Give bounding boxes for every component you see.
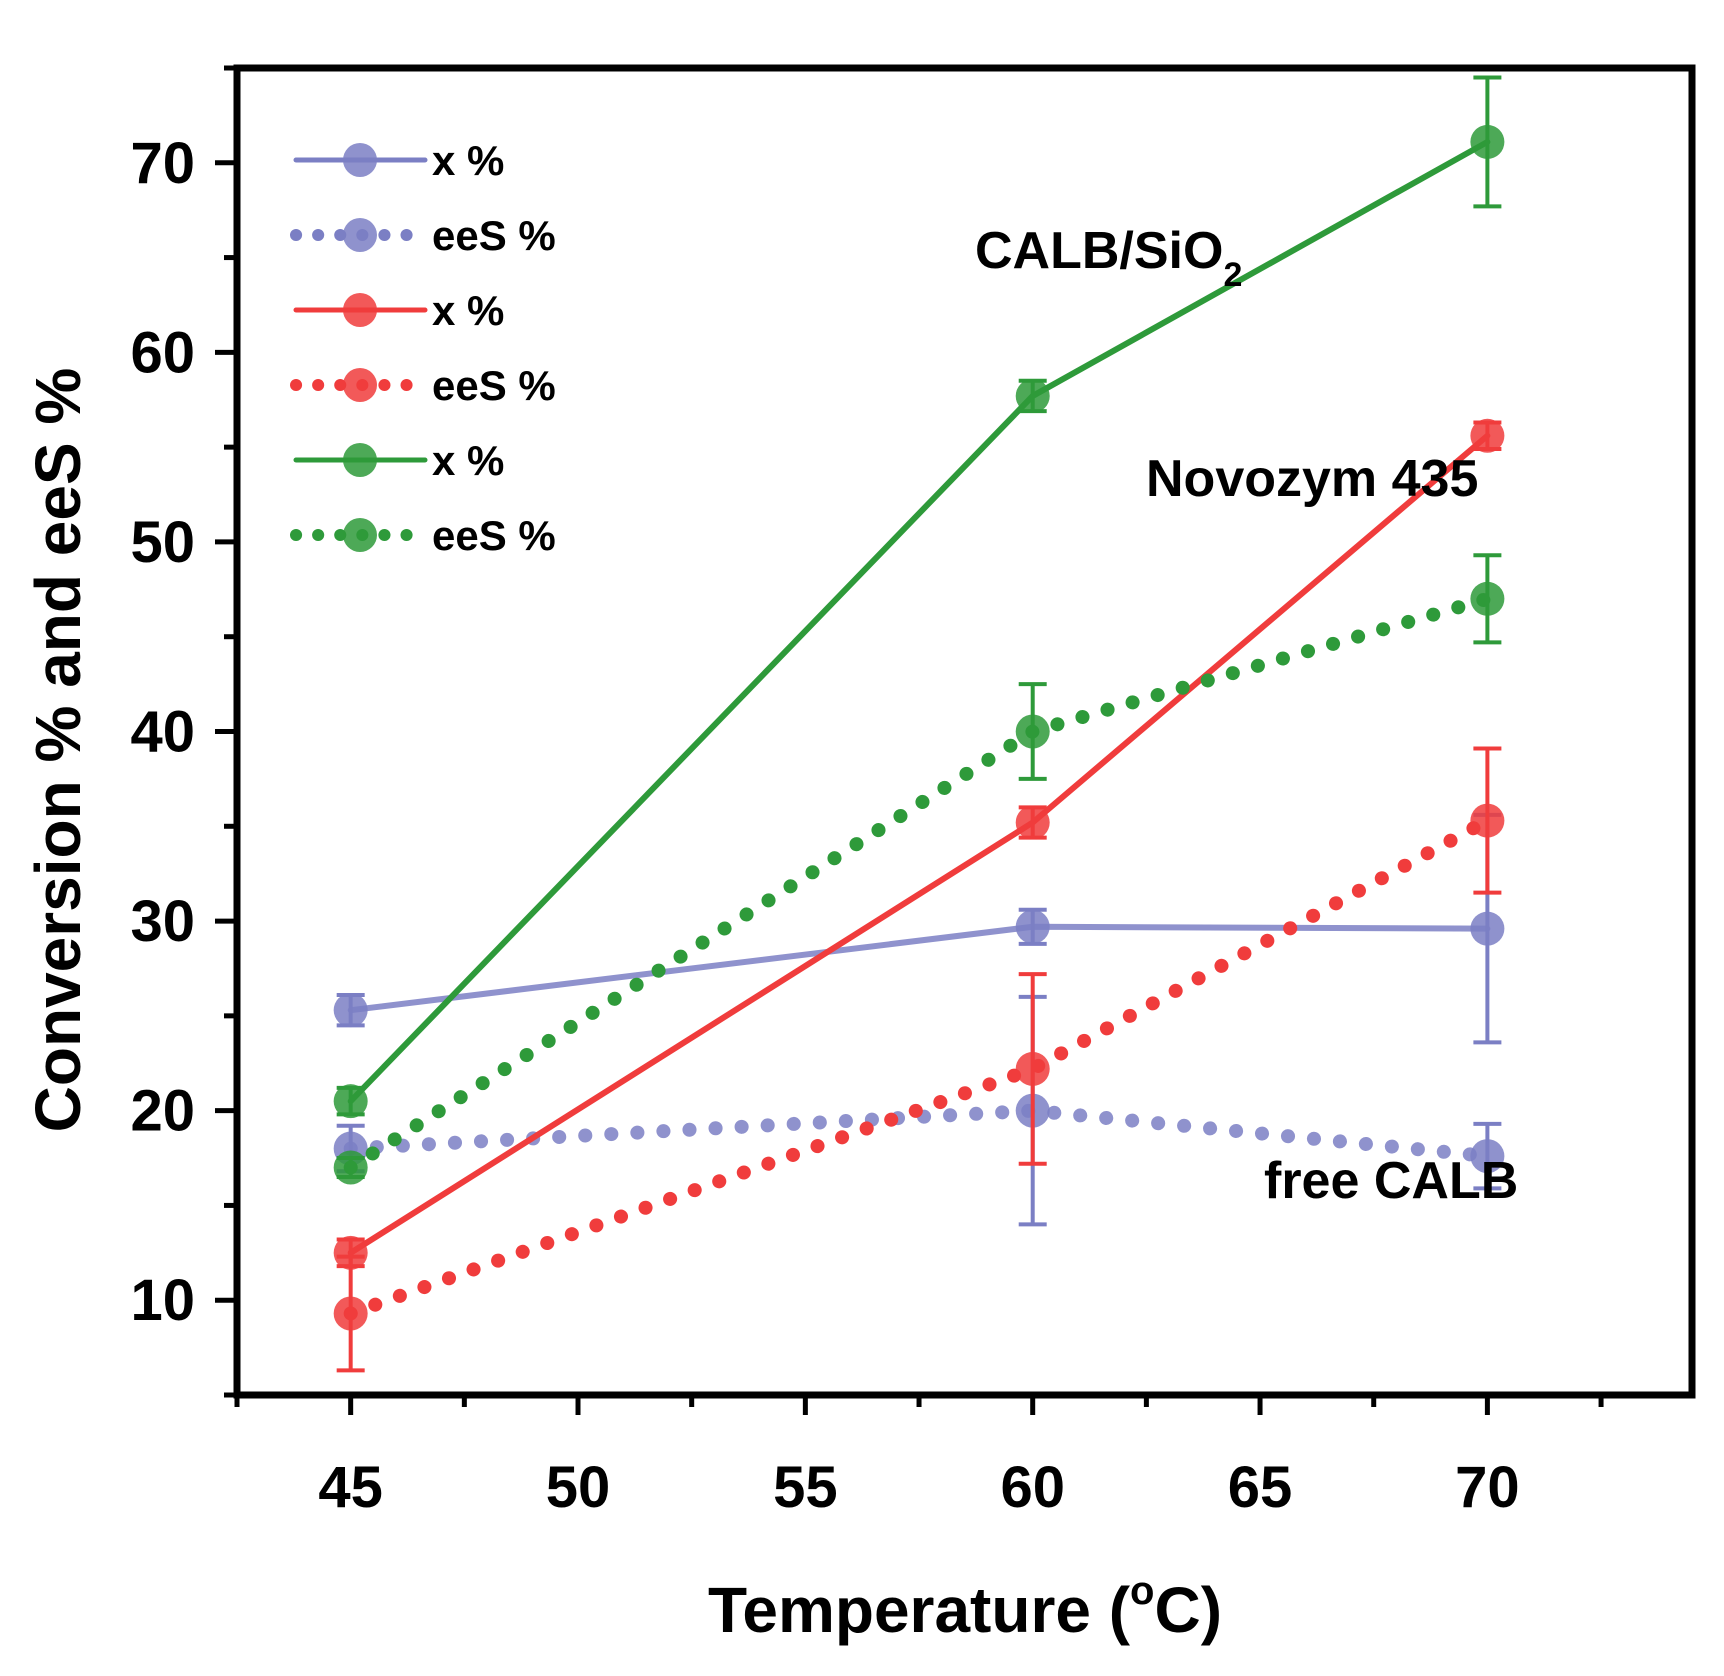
legend-marker bbox=[343, 368, 377, 402]
series-layer bbox=[333, 75, 1505, 1373]
annotation-calb-sio2-text: CALB/SiO bbox=[975, 222, 1223, 280]
y-tick-label: 10 bbox=[130, 1268, 195, 1333]
data-point bbox=[1015, 909, 1050, 944]
x-axis-title-unit: C) bbox=[1154, 1574, 1222, 1646]
legend-label: x % bbox=[432, 287, 504, 334]
data-point bbox=[1470, 1139, 1505, 1174]
legend-label: eeS % bbox=[432, 362, 556, 409]
x-axis-title: Temperature (oC) bbox=[708, 1569, 1222, 1646]
x-tick-label: 45 bbox=[318, 1455, 383, 1520]
legend-marker bbox=[343, 143, 377, 177]
legend-item: x % bbox=[293, 137, 504, 184]
series-line bbox=[347, 138, 1491, 1105]
data-point bbox=[1470, 803, 1505, 838]
axis-ticks: 45 50 55 60 65 70 10 20 30 40 50 60 70 bbox=[130, 65, 1604, 1520]
data-point bbox=[1470, 581, 1505, 616]
annotation-free-calb: free CALB bbox=[1264, 1152, 1518, 1210]
y-tick-label: 40 bbox=[130, 700, 195, 765]
legend-item: eeS % bbox=[290, 212, 556, 259]
annotation-calb-sio2-subscript: 2 bbox=[1223, 256, 1242, 294]
legend-marker bbox=[343, 293, 377, 327]
legend-marker bbox=[343, 218, 377, 252]
y-tick-label: 20 bbox=[130, 1079, 195, 1144]
x-tick-label: 50 bbox=[546, 1455, 611, 1520]
legend-label: x % bbox=[432, 137, 504, 184]
series-line bbox=[343, 1103, 1495, 1164]
y-axis-title: Conversion % and eeS % bbox=[22, 368, 94, 1133]
series-0 bbox=[333, 812, 1505, 1045]
data-point bbox=[333, 1235, 368, 1270]
y-tick-label: 70 bbox=[130, 131, 195, 196]
data-point bbox=[1470, 418, 1505, 453]
x-tick-label: 70 bbox=[1455, 1455, 1520, 1520]
series-4 bbox=[333, 75, 1505, 1119]
data-point bbox=[1015, 378, 1050, 413]
legend-marker bbox=[343, 518, 377, 552]
data-point bbox=[1015, 1051, 1050, 1086]
x-axis-title-superscript: o bbox=[1130, 1569, 1154, 1613]
data-point bbox=[333, 1084, 368, 1119]
data-point bbox=[1015, 805, 1050, 840]
x-tick-label: 65 bbox=[1228, 1455, 1293, 1520]
annotation-novozym: Novozym 435 bbox=[1146, 450, 1478, 508]
data-point bbox=[333, 993, 368, 1028]
series-line bbox=[347, 923, 1491, 1014]
plot-frame bbox=[233, 64, 1696, 1399]
legend: x % eeS % x % eeS % x % eeS % bbox=[290, 137, 556, 559]
x-tick-label: 55 bbox=[773, 1455, 838, 1520]
series-line bbox=[343, 591, 1495, 1175]
x-tick-label: 60 bbox=[1000, 1455, 1065, 1520]
y-tick-label: 50 bbox=[130, 510, 195, 575]
y-tick-label: 30 bbox=[130, 889, 195, 954]
series-5 bbox=[333, 553, 1505, 1185]
legend-item: x % bbox=[293, 437, 504, 484]
data-point bbox=[333, 1150, 368, 1185]
data-point bbox=[333, 1296, 368, 1331]
legend-label: eeS % bbox=[432, 212, 556, 259]
legend-item: x % bbox=[293, 287, 504, 334]
legend-item: eeS % bbox=[290, 362, 556, 409]
legend-marker bbox=[343, 443, 377, 477]
annotation-calb-sio2: CALB/SiO2 bbox=[975, 222, 1242, 294]
legend-label: eeS % bbox=[432, 512, 556, 559]
x-axis-title-text: Temperature ( bbox=[708, 1574, 1131, 1646]
legend-item: eeS % bbox=[290, 512, 556, 559]
data-point bbox=[1470, 124, 1505, 159]
series-3 bbox=[333, 746, 1505, 1373]
legend-label: x % bbox=[432, 437, 504, 484]
data-point bbox=[1470, 911, 1505, 946]
y-tick-label: 60 bbox=[130, 320, 195, 385]
data-point bbox=[1015, 714, 1050, 749]
series-2 bbox=[333, 418, 1505, 1270]
